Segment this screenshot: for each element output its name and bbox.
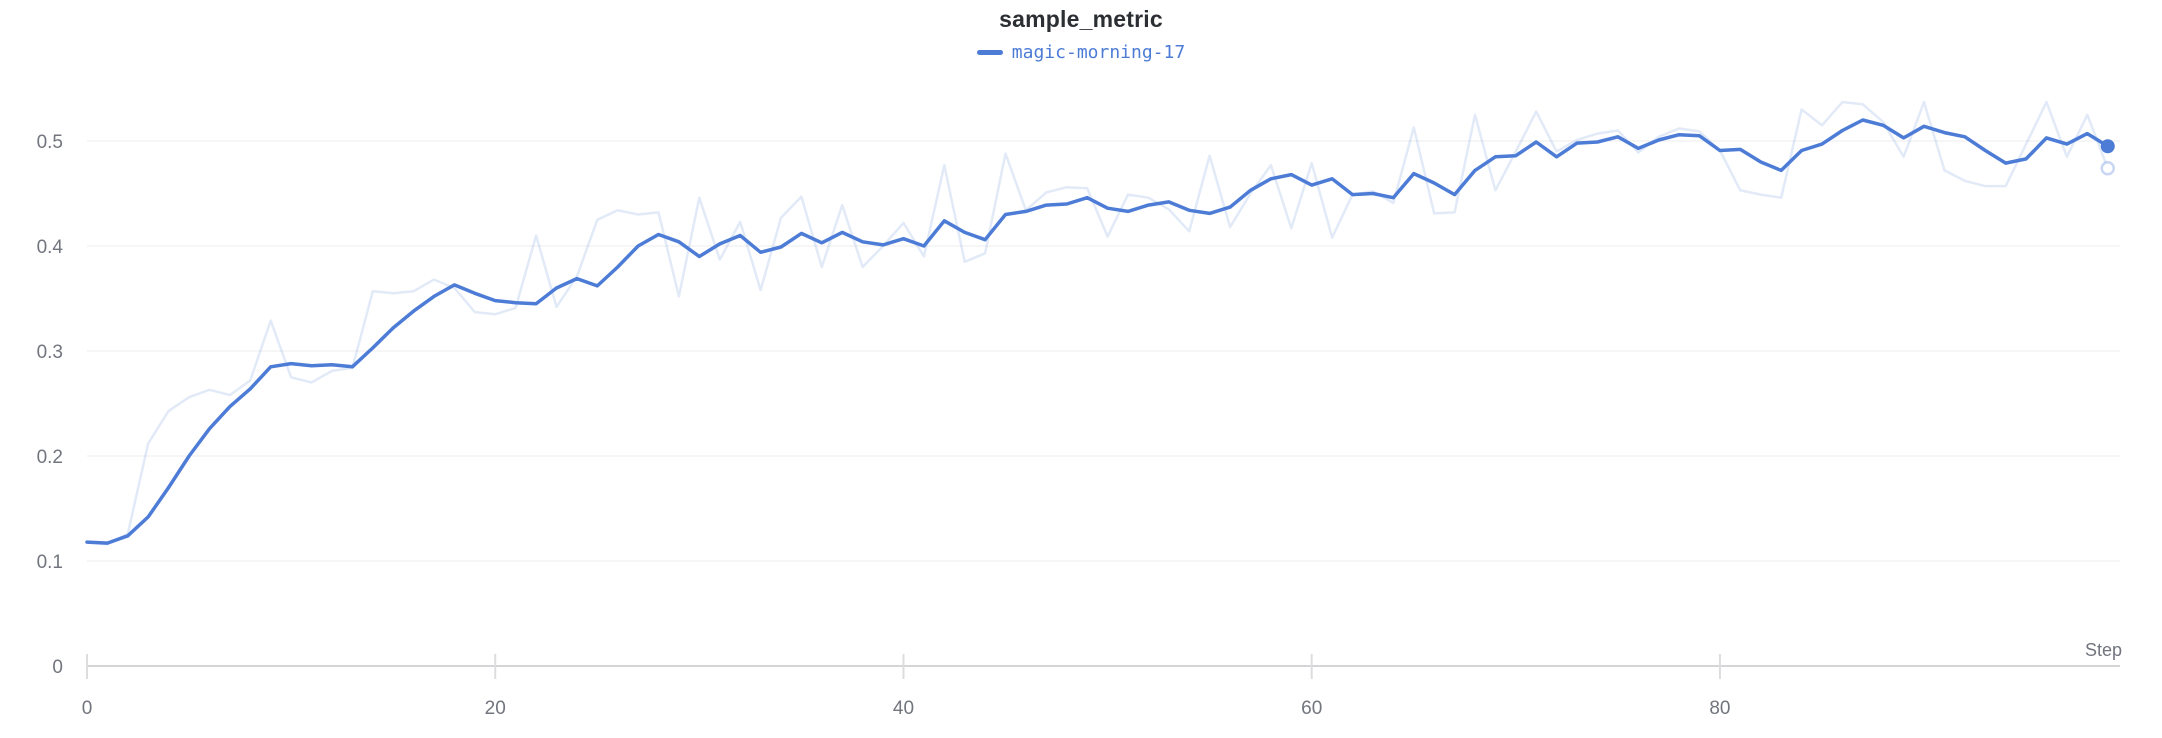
y-tick-label: 0	[52, 657, 63, 678]
y-tick-label: 0.5	[37, 132, 63, 153]
legend-item[interactable]: magic-morning-17	[976, 42, 1186, 63]
y-tick-label: 0.2	[37, 447, 63, 468]
x-tick-label: 0	[82, 698, 93, 719]
series-line-raw-unsmoothed[interactable]	[85, 100, 2110, 546]
legend-run-name: magic-morning-17	[1011, 42, 1186, 63]
x-axis-label: Step	[2085, 640, 2122, 660]
y-tick-label: 0.3	[37, 342, 63, 363]
x-tick-label: 60	[1301, 698, 1322, 719]
y-tick-label: 0.4	[37, 237, 64, 258]
y-tick-label: 0.1	[37, 552, 63, 573]
legend-line-swatch-icon	[976, 50, 1003, 55]
last-point-marker-smoothed	[2100, 139, 2115, 154]
x-tick-label: 20	[485, 698, 506, 719]
series-line-smoothed[interactable]	[85, 118, 2110, 545]
x-tick-label: 80	[1709, 698, 1730, 719]
x-tick-label: 40	[893, 698, 914, 719]
last-point-marker-raw	[2100, 161, 2116, 176]
